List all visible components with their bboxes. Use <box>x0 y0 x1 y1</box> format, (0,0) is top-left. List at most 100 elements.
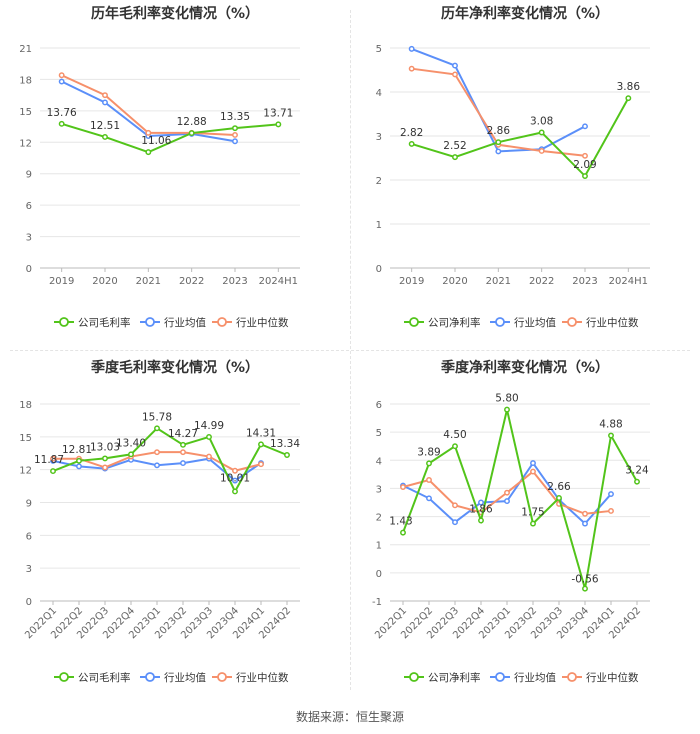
annual-gross-margin-chart: 历年毛利率变化情况（%） 0 3 6 9 12 15 18 21 2019 2020 2021 2022… <box>19 5 300 329</box>
data-source-note: 数据来源：恒生聚源 <box>295 710 404 724</box>
data-point-company <box>50 468 56 475</box>
data-label: 12.51 <box>90 120 120 132</box>
legend-label: 行业均值 <box>514 316 556 329</box>
data-point-industry_median <box>180 449 186 456</box>
legend-item-company: 公司净利率 <box>404 316 481 329</box>
legend-item-industry_median: 行业中位数 <box>562 316 639 329</box>
legend-item-company: 公司毛利率 <box>54 316 131 329</box>
data-point-industry_avg <box>58 78 65 85</box>
data-point-industry_avg <box>76 463 82 470</box>
y-tick-label: 1 <box>376 541 382 552</box>
data-point-industry_avg <box>426 495 432 502</box>
legend-item-industry_avg: 行业均值 <box>490 316 556 329</box>
data-label: 2.52 <box>443 140 466 152</box>
x-tick-label: 2022 <box>529 276 554 287</box>
data-point-industry_avg <box>582 520 588 527</box>
x-tick-label: 2020 <box>442 276 467 287</box>
legend-item-company: 公司净利率 <box>404 671 481 684</box>
data-point-company <box>258 441 264 448</box>
y-tick-label: 3 <box>26 564 32 575</box>
panel-divider-horizontal <box>10 350 690 351</box>
data-point-industry_median <box>50 455 56 462</box>
data-label: 1.43 <box>389 516 412 528</box>
legend-item-industry_median: 行业中位数 <box>212 316 289 329</box>
data-label: 10.01 <box>220 472 250 484</box>
data-label: -0.56 <box>571 574 598 586</box>
data-point-industry_avg <box>608 491 614 498</box>
legend-label: 行业中位数 <box>236 671 289 684</box>
data-label: 1.75 <box>521 507 544 519</box>
data-point-company <box>530 520 536 527</box>
y-tick-label: 4 <box>376 88 382 99</box>
data-point-company <box>634 478 640 485</box>
legend-swatch-marker <box>145 672 155 682</box>
data-point-industry_median <box>582 510 588 517</box>
data-label: 2.82 <box>400 127 423 139</box>
y-tick-label: 12 <box>19 466 32 477</box>
data-point-industry_avg <box>452 62 458 69</box>
legend-item-industry_median: 行业中位数 <box>212 671 289 684</box>
data-label: 15.78 <box>142 411 172 423</box>
data-label: 3.86 <box>617 81 641 93</box>
x-tick-label: 2020 <box>92 276 117 287</box>
x-tick-label: 2024H1 <box>609 276 648 287</box>
legend-swatch-marker <box>495 672 505 682</box>
data-point-industry_median <box>154 449 160 456</box>
legend-item-industry_avg: 行业均值 <box>490 671 556 684</box>
data-point-industry_avg <box>478 499 484 506</box>
data-label: 14.27 <box>168 428 198 440</box>
series-line-company <box>52 427 288 494</box>
y-tick-label: 21 <box>19 44 32 55</box>
legend-label: 行业中位数 <box>586 316 639 329</box>
legend-label: 行业均值 <box>164 671 206 684</box>
data-point-company <box>452 443 458 450</box>
data-point-industry_median <box>408 65 415 72</box>
data-label: 12.88 <box>177 116 207 128</box>
data-point-industry_median <box>538 148 545 154</box>
data-label: 4.88 <box>599 419 622 431</box>
data-point-industry_median <box>452 502 458 509</box>
legend-label: 公司毛利率 <box>78 671 131 684</box>
data-point-company <box>625 95 632 102</box>
legend-label: 行业中位数 <box>586 671 639 684</box>
series-line-company <box>402 409 638 589</box>
y-tick-label: 1 <box>376 220 382 231</box>
y-tick-label: 2 <box>376 513 382 524</box>
y-tick-label: 2 <box>376 176 382 187</box>
data-point-company <box>102 133 108 140</box>
data-label: 13.40 <box>116 437 146 449</box>
data-point-company <box>452 154 458 161</box>
x-tick-label: 2023 <box>572 276 597 287</box>
data-point-industry_avg <box>452 519 458 526</box>
legend-item-company: 公司毛利率 <box>54 671 131 684</box>
y-tick-label: 9 <box>26 499 32 510</box>
legend-swatch-marker <box>567 317 577 327</box>
x-tick-label: 2019 <box>49 276 74 287</box>
legend-swatch-marker <box>409 317 419 327</box>
data-point-industry_median <box>452 71 458 78</box>
series-line-company <box>61 122 279 154</box>
y-tick-label: 0 <box>376 264 382 275</box>
data-point-industry_median <box>258 461 264 468</box>
data-point-company <box>556 495 562 501</box>
data-point-company <box>400 529 406 536</box>
y-tick-label: 6 <box>26 201 32 212</box>
data-point-industry_avg <box>180 460 186 467</box>
data-label: 2.09 <box>573 159 596 171</box>
data-point-industry_median <box>102 464 108 471</box>
data-point-company <box>58 120 65 127</box>
y-tick-label: 0 <box>26 597 32 608</box>
data-label: 13.76 <box>47 107 77 119</box>
legend-item-industry_avg: 行业均值 <box>140 671 206 684</box>
data-label: 4.50 <box>443 429 466 441</box>
data-point-company <box>284 452 290 458</box>
legend-label: 行业均值 <box>164 316 206 329</box>
y-tick-label: 5 <box>376 428 382 439</box>
legend-swatch-marker <box>217 672 227 682</box>
data-point-industry_median <box>232 467 238 474</box>
data-label: 2.66 <box>547 481 571 493</box>
data-point-company <box>408 140 415 147</box>
data-label: 13.35 <box>220 111 250 123</box>
y-tick-label: 18 <box>19 75 32 86</box>
